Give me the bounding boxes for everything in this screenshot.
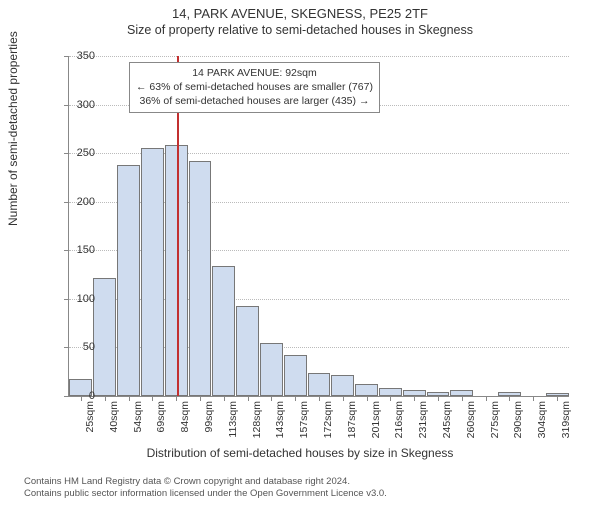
- histogram-bar: [189, 161, 212, 396]
- histogram-bar: [260, 343, 283, 396]
- xtick-mark: [224, 396, 225, 401]
- annotation-line: 36% of semi-detached houses are larger (…: [136, 94, 373, 108]
- xtick-label: 187sqm: [346, 401, 358, 451]
- xtick-mark: [509, 396, 510, 401]
- xtick-label: 201sqm: [370, 401, 382, 451]
- histogram-bar: [308, 373, 331, 396]
- xtick-label: 128sqm: [251, 401, 263, 451]
- xtick-mark: [557, 396, 558, 401]
- footer-line-1: Contains HM Land Registry data © Crown c…: [24, 476, 387, 488]
- histogram-bar: [331, 375, 354, 396]
- xtick-label: 113sqm: [227, 401, 239, 451]
- xtick-mark: [319, 396, 320, 401]
- xtick-mark: [248, 396, 249, 401]
- histogram-bar: [236, 306, 259, 396]
- xtick-mark: [129, 396, 130, 401]
- footer-line-2: Contains public sector information licen…: [24, 488, 387, 500]
- histogram-bar: [284, 355, 307, 396]
- ytick-label: 250: [65, 147, 95, 159]
- xtick-label: 319sqm: [560, 401, 572, 451]
- xtick-label: 99sqm: [203, 401, 215, 451]
- title-sub: Size of property relative to semi-detach…: [0, 23, 600, 37]
- ytick-label: 50: [65, 341, 95, 353]
- xtick-mark: [462, 396, 463, 401]
- title-main: 14, PARK AVENUE, SKEGNESS, PE25 2TF: [0, 6, 600, 21]
- xtick-label: 304sqm: [536, 401, 548, 451]
- histogram-bar: [165, 145, 188, 396]
- xtick-label: 54sqm: [132, 401, 144, 451]
- ytick-label: 350: [65, 50, 95, 62]
- xtick-mark: [438, 396, 439, 401]
- xtick-mark: [176, 396, 177, 401]
- ytick-label: 200: [65, 196, 95, 208]
- xtick-label: 40sqm: [108, 401, 120, 451]
- histogram-bar: [212, 266, 235, 396]
- xtick-label: 143sqm: [274, 401, 286, 451]
- xtick-label: 216sqm: [393, 401, 405, 451]
- gridline: [69, 56, 569, 57]
- ytick-label: 100: [65, 293, 95, 305]
- ytick-label: 0: [65, 390, 95, 402]
- ytick-label: 150: [65, 244, 95, 256]
- plot-area: 25sqm40sqm54sqm69sqm84sqm99sqm113sqm128s…: [68, 56, 569, 397]
- xtick-mark: [200, 396, 201, 401]
- xtick-mark: [414, 396, 415, 401]
- y-axis-label: Number of semi-detached properties: [6, 31, 20, 226]
- footer-attribution: Contains HM Land Registry data © Crown c…: [24, 476, 387, 500]
- histogram-bar: [355, 384, 378, 396]
- xtick-mark: [367, 396, 368, 401]
- xtick-label: 260sqm: [465, 401, 477, 451]
- xtick-label: 157sqm: [298, 401, 310, 451]
- xtick-mark: [533, 396, 534, 401]
- xtick-label: 69sqm: [155, 401, 167, 451]
- xtick-label: 245sqm: [441, 401, 453, 451]
- xtick-mark: [105, 396, 106, 401]
- xtick-label: 25sqm: [84, 401, 96, 451]
- xtick-label: 275sqm: [489, 401, 501, 451]
- ytick-label: 300: [65, 99, 95, 111]
- xtick-label: 84sqm: [179, 401, 191, 451]
- xtick-label: 172sqm: [322, 401, 334, 451]
- histogram-bar: [93, 278, 116, 397]
- xtick-mark: [271, 396, 272, 401]
- xtick-mark: [390, 396, 391, 401]
- histogram-bar: [117, 165, 140, 396]
- annotation-line: ← 63% of semi-detached houses are smalle…: [136, 80, 373, 94]
- histogram-bar: [141, 148, 164, 396]
- annotation-line: 14 PARK AVENUE: 92sqm: [136, 66, 373, 80]
- xtick-label: 290sqm: [512, 401, 524, 451]
- xtick-mark: [486, 396, 487, 401]
- annotation-box: 14 PARK AVENUE: 92sqm← 63% of semi-detac…: [129, 62, 380, 113]
- histogram-bar: [379, 388, 402, 396]
- x-axis-label: Distribution of semi-detached houses by …: [0, 446, 600, 460]
- xtick-mark: [343, 396, 344, 401]
- xtick-label: 231sqm: [417, 401, 429, 451]
- xtick-mark: [152, 396, 153, 401]
- xtick-mark: [295, 396, 296, 401]
